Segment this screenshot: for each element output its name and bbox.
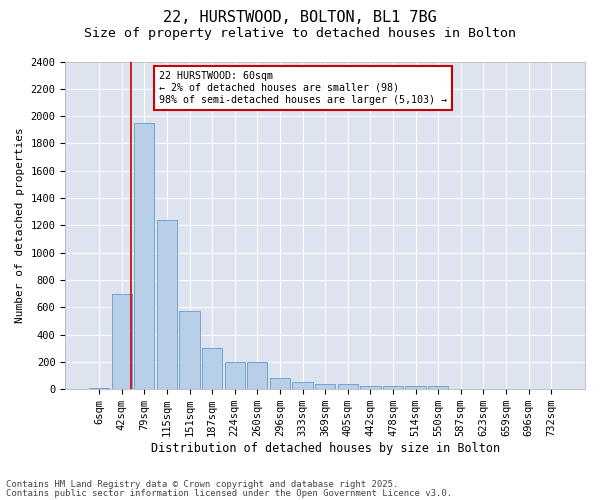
Text: Contains HM Land Registry data © Crown copyright and database right 2025.: Contains HM Land Registry data © Crown c… [6,480,398,489]
Bar [406,386,426,389]
Y-axis label: Number of detached properties: Number of detached properties [15,128,25,323]
Bar [112,294,132,389]
Bar [247,362,268,389]
Bar [134,123,154,389]
Text: Size of property relative to detached houses in Bolton: Size of property relative to detached ho… [84,28,516,40]
Bar [89,388,109,389]
Bar [292,382,313,389]
Bar [270,378,290,389]
Text: 22, HURSTWOOD, BOLTON, BL1 7BG: 22, HURSTWOOD, BOLTON, BL1 7BG [163,10,437,25]
Bar [179,312,200,389]
Bar [202,348,222,389]
Bar [338,384,358,389]
Text: Contains public sector information licensed under the Open Government Licence v3: Contains public sector information licen… [6,490,452,498]
Bar [451,388,471,389]
Bar [315,384,335,389]
Bar [157,220,177,389]
Bar [383,386,403,389]
Bar [428,386,448,389]
Bar [224,362,245,389]
X-axis label: Distribution of detached houses by size in Bolton: Distribution of detached houses by size … [151,442,500,455]
Text: 22 HURSTWOOD: 60sqm
← 2% of detached houses are smaller (98)
98% of semi-detache: 22 HURSTWOOD: 60sqm ← 2% of detached hou… [159,72,447,104]
Bar [360,386,380,389]
